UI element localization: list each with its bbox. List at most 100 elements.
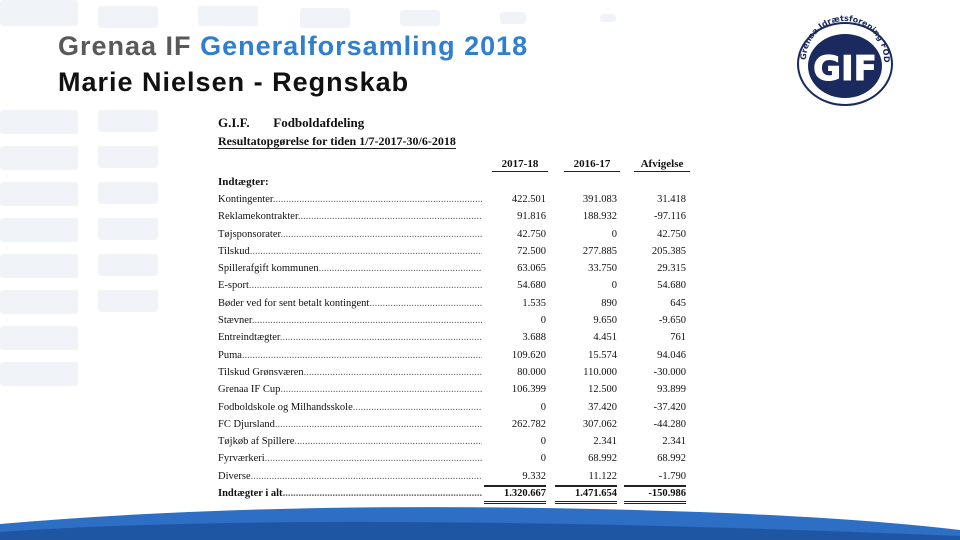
row-value-2017-18: 0 xyxy=(540,453,546,465)
row-label: FC Djursland xyxy=(218,416,482,433)
row-label: Fodboldskole og Milhandsskole xyxy=(218,399,482,416)
row-label: E-sport xyxy=(218,277,482,294)
row-value-2017-18: 0 xyxy=(540,315,546,327)
title-event: Generalforsamling 2018 xyxy=(200,31,529,61)
slide-title: Grenaa IF Generalforsamling 2018 Marie N… xyxy=(58,28,528,100)
row-value-2017-18: 63.065 xyxy=(517,263,546,275)
row-value-2017-18: 106.399 xyxy=(511,384,546,396)
statement-row: E-sport 54.680 0 54.680 xyxy=(214,277,694,294)
row-value-deviation: -37.420 xyxy=(653,401,686,413)
row-value-2016-17: 12.500 xyxy=(588,384,617,396)
row-value-deviation: 29.315 xyxy=(657,263,686,275)
row-value-deviation: -30.000 xyxy=(653,366,686,378)
statement-row: Diverse9.332 11.122 -1.790 xyxy=(214,468,694,486)
total-value-2017-18: 1.320.667 xyxy=(484,486,546,505)
statement-row: Tilskud Grønsværen 80.000 110.000 -30.000 xyxy=(214,364,694,381)
row-value-2017-18: 1.535 xyxy=(522,297,546,309)
row-value-deviation: 31.418 xyxy=(657,194,686,205)
column-header-2016-17: 2016-17 xyxy=(564,158,620,172)
row-value-2016-17: 15.574 xyxy=(588,349,617,361)
row-value-deviation: 94.046 xyxy=(657,349,686,361)
statement-row: Tøjsponsorater 42.750 0 42.750 xyxy=(214,226,694,243)
row-value-deviation: 42.750 xyxy=(657,228,686,240)
row-value-2017-18: 109.620 xyxy=(511,349,546,361)
row-value-2017-18: 0 xyxy=(540,401,546,413)
row-value-deviation: 93.899 xyxy=(657,384,686,396)
total-value-deviation: -150.986 xyxy=(624,486,686,505)
row-value-2016-17: 68.992 xyxy=(588,453,617,465)
row-value-2016-17: 110.000 xyxy=(583,366,617,378)
row-label: Bøder ved for sent betalt kontingent xyxy=(218,295,482,312)
row-value-2016-17: 277.885 xyxy=(582,245,617,257)
row-value-2016-17: 4.451 xyxy=(593,332,617,344)
statement-row: Puma 109.620 15.574 94.046 xyxy=(214,347,694,364)
title-line-1: Grenaa IF Generalforsamling 2018 xyxy=(58,28,528,64)
row-value-2016-17: 37.420 xyxy=(588,401,617,413)
row-value-deviation: 645 xyxy=(670,297,686,309)
logo-letters: GIF xyxy=(813,49,877,89)
row-value-deviation: 761 xyxy=(670,332,686,344)
statement-row: Reklamekontrakter 91.816 188.932 -97.116 xyxy=(214,208,694,225)
row-label: Grenaa IF Cup xyxy=(218,381,482,398)
row-value-2016-17: 11.122 xyxy=(555,468,617,486)
statement-row: Grenaa IF Cup 106.399 12.500 93.899 xyxy=(214,381,694,398)
row-value-2017-18: 9.332 xyxy=(484,468,546,486)
statement-row: Bøder ved for sent betalt kontingent 1.53… xyxy=(214,295,694,312)
section-income: Indtægter: xyxy=(218,176,269,188)
statement-row: Fyrværkeri 0 68.992 68.992 xyxy=(214,450,694,467)
row-label: Reklamekontrakter xyxy=(218,208,482,225)
background-pattern xyxy=(0,0,616,386)
row-label: Tøjkøb af Spillere xyxy=(218,433,482,450)
row-value-2016-17: 307.062 xyxy=(582,418,617,430)
row-value-2016-17: 0 xyxy=(611,228,617,240)
statement-department: Fodboldafdeling xyxy=(273,115,365,130)
row-value-2017-18: 72.500 xyxy=(517,245,546,257)
row-value-2016-17: 391.083 xyxy=(582,194,617,205)
row-value-2017-18: 54.680 xyxy=(517,280,546,292)
column-headers: 2017-18 2016-17 Afvigelse xyxy=(214,152,694,174)
row-value-deviation: -97.116 xyxy=(654,211,686,223)
statement-row: Spillerafgift kommunen 63.065 33.750 29.315 xyxy=(214,260,694,277)
title-subtitle: Marie Nielsen - Regnskab xyxy=(58,67,410,97)
row-value-2017-18: 3.688 xyxy=(522,332,546,344)
row-label: Entreindtægter xyxy=(218,329,482,346)
row-value-2017-18: 262.782 xyxy=(511,418,546,430)
statement-rows: Kontingenter 422.501 391.083 31.418 Reklamek… xyxy=(214,191,694,486)
total-label: Indtægter i alt xyxy=(218,485,482,502)
statement-period-title: Resultatopgørelse for tiden 1/7-2017-30/… xyxy=(218,134,456,149)
gif-logo: Grenaa Idrætsforening FODBOLD GIF xyxy=(796,14,893,106)
row-value-deviation: -44.280 xyxy=(653,418,686,430)
row-label: Puma xyxy=(218,347,482,364)
column-header-deviation: Afvigelse xyxy=(634,158,690,172)
row-label: Tilskud xyxy=(218,243,482,260)
row-value-2016-17: 33.750 xyxy=(588,263,617,275)
row-label: Tilskud Grønsværen xyxy=(218,364,482,381)
row-value-2017-18: 80.000 xyxy=(517,366,546,378)
statement-row: Entreindtægter 3.688 4.451 761 xyxy=(214,329,694,346)
total-row: Indtægter i alt 1.320.667 1.471.654 -150… xyxy=(214,485,694,505)
row-label: Fyrværkeri xyxy=(218,450,482,467)
row-label: Stævner xyxy=(218,312,482,329)
column-header-2017-18: 2017-18 xyxy=(492,158,548,172)
row-value-2017-18: 42.750 xyxy=(517,228,546,240)
statement-row: Fodboldskole og Milhandsskole 0 37.420 -37.… xyxy=(214,399,694,416)
title-org: Grenaa IF xyxy=(58,31,192,61)
statement-club: G.I.F. xyxy=(218,115,250,130)
row-value-deviation: 205.385 xyxy=(651,245,686,257)
row-value-2017-18: 422.501 xyxy=(511,194,546,205)
row-value-2016-17: 0 xyxy=(611,280,617,292)
statement-row: Stævner 0 9.650 -9.650 xyxy=(214,312,694,329)
total-value-2016-17: 1.471.654 xyxy=(555,486,617,505)
statement-row: FC Djursland 262.782 307.062 -44.280 xyxy=(214,416,694,433)
row-value-deviation: 54.680 xyxy=(657,280,686,292)
statement-period: Resultatopgørelse for tiden 1/7-2017-30/… xyxy=(214,132,694,150)
income-statement: G.I.F. Fodboldafdeling Resultatopgørelse… xyxy=(214,114,694,505)
row-label: Spillerafgift kommunen xyxy=(218,260,482,277)
row-value-2016-17: 890 xyxy=(601,297,617,309)
row-value-2016-17: 2.341 xyxy=(593,436,617,448)
bottom-swoosh xyxy=(0,507,960,540)
row-value-deviation: 68.992 xyxy=(657,453,686,465)
row-value-deviation: 2.341 xyxy=(662,436,686,448)
row-label: Tøjsponsorater xyxy=(218,226,482,243)
row-value-2016-17: 188.932 xyxy=(582,211,617,223)
